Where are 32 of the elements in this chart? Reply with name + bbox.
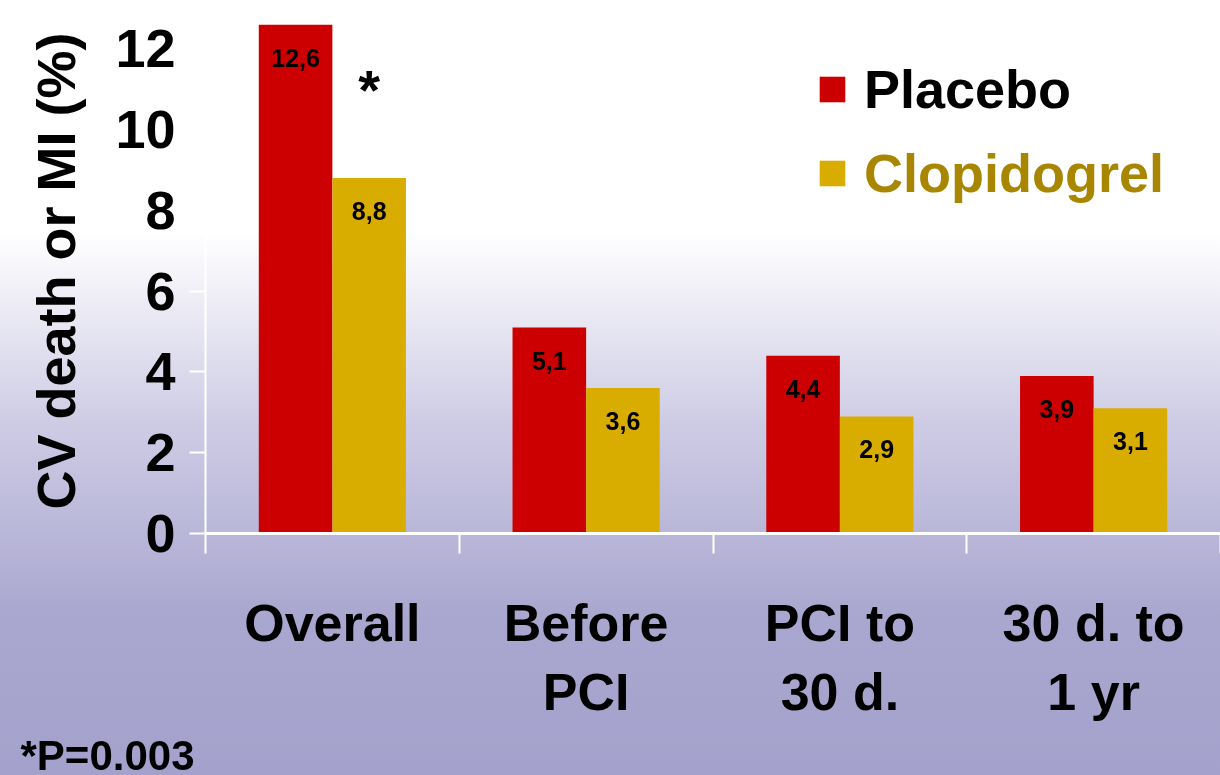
bar — [258, 24, 333, 534]
y-tick-label: 2 — [145, 422, 176, 483]
y-axis-title: CV death or MI (%) — [26, 32, 87, 510]
data-label: 3,1 — [1113, 427, 1148, 456]
y-tick-label: 10 — [115, 99, 176, 160]
y-tick-label: 6 — [145, 260, 176, 321]
x-tick-label: Before PCI — [503, 593, 669, 722]
data-label: 4,4 — [785, 374, 821, 403]
bar — [586, 388, 660, 534]
legend-label: Placebo — [864, 58, 1072, 120]
bar — [332, 178, 406, 534]
x-tick-label: PCI to 30 d. — [764, 593, 915, 722]
y-tick-label: 8 — [145, 179, 176, 240]
text: *P=0.003 — [20, 731, 195, 775]
data-label: 3,6 — [605, 407, 641, 436]
bar — [1020, 376, 1094, 534]
bar — [1093, 408, 1168, 534]
data-label: 3,9 — [1039, 395, 1075, 423]
data-label: 2,9 — [859, 435, 895, 464]
y-tick-label: 4 — [145, 341, 176, 402]
data-label: 12,6 — [271, 43, 320, 72]
y-tick-label: 0 — [145, 503, 176, 563]
data-label: 5,1 — [531, 346, 567, 375]
y-tick-label: 12 — [115, 18, 176, 79]
data-label: 8,8 — [351, 197, 387, 226]
x-tick-label: 30 d. to 1 yr — [1002, 593, 1185, 722]
annotation: * — [358, 57, 381, 121]
bar — [839, 416, 914, 534]
legend-label: Clopidogrel — [864, 142, 1164, 204]
bar — [766, 355, 840, 534]
bar — [512, 327, 587, 534]
x-tick-label: Overall — [244, 593, 421, 652]
